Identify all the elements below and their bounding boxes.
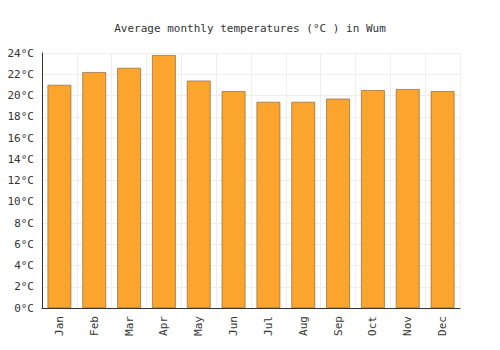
svg-text:May: May (192, 316, 205, 336)
svg-text:Dec: Dec (436, 316, 449, 336)
svg-text:16°C: 16°C (8, 132, 35, 145)
svg-text:Jan: Jan (53, 316, 66, 336)
svg-text:18°C: 18°C (8, 110, 35, 123)
svg-text:22°C: 22°C (8, 68, 35, 81)
svg-text:12°C: 12°C (8, 174, 35, 187)
svg-text:Feb: Feb (88, 316, 101, 336)
svg-text:0°C: 0°C (14, 302, 34, 315)
svg-text:6°C: 6°C (14, 238, 34, 251)
svg-text:Apr: Apr (157, 316, 170, 336)
svg-text:Nov: Nov (401, 316, 414, 336)
svg-text:8°C: 8°C (14, 217, 34, 230)
svg-text:4°C: 4°C (14, 259, 34, 272)
svg-text:Average monthly temperatures (: Average monthly temperatures (°C ) in Wu… (114, 22, 386, 35)
svg-text:Jun: Jun (227, 316, 240, 336)
svg-text:Jul: Jul (262, 316, 275, 336)
svg-text:Aug: Aug (297, 316, 310, 336)
svg-text:2°C: 2°C (14, 280, 34, 293)
svg-text:24°C: 24°C (8, 47, 35, 60)
svg-text:20°C: 20°C (8, 89, 35, 102)
svg-text:14°C: 14°C (8, 153, 35, 166)
svg-text:Oct: Oct (366, 316, 379, 336)
svg-text:Sep: Sep (332, 316, 345, 336)
svg-text:Mar: Mar (123, 316, 136, 336)
svg-text:10°C: 10°C (8, 195, 35, 208)
